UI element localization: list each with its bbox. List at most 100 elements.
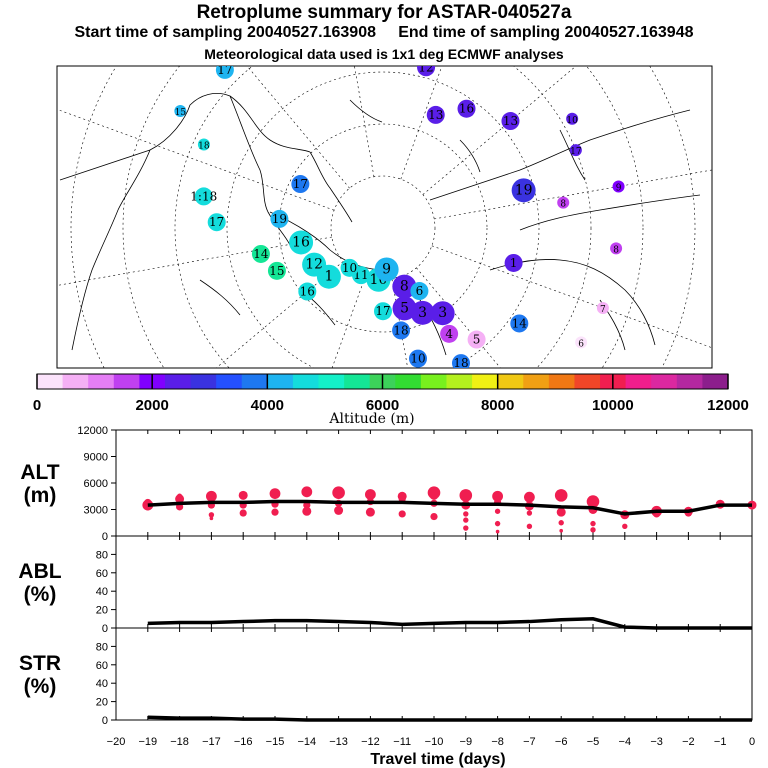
alt-point [365,489,376,500]
map-marker: 13 [426,105,445,124]
x-tick-label: −19 [138,736,157,748]
colorbar-swatch [446,374,473,389]
panel-ylabel: (m) [24,484,57,507]
map-marker: 17 [569,144,582,157]
x-tick-label: −3 [650,736,663,748]
map-marker-label: 3 [418,305,427,321]
map-marker: 4 [440,324,459,343]
map-marker: 17 [374,302,392,321]
map-marker-dot [298,282,317,301]
alt-point [269,488,281,499]
x-tick-label: −7 [523,736,536,748]
colorbar-swatch [164,374,192,389]
map-marker-label: 10 [410,352,425,366]
map-marker-label: 17 [375,304,390,318]
colorbar-swatch [625,374,652,389]
colorbar-tick-label: 0 [33,397,41,414]
map-marker-label: 1:18 [190,189,217,203]
alt-point [208,512,215,518]
map-marker-label: 8 [400,279,409,295]
x-tick-label: −9 [460,736,473,748]
map-marker: 5 [467,330,486,349]
map-marker-label: 12 [305,257,323,273]
map-marker-dot [410,282,429,301]
map-marker-dot [408,349,427,368]
colorbar-swatch [318,374,345,389]
map-marker-dot [430,301,455,326]
map-marker: 19 [270,209,289,228]
colorbar-swatch [37,374,64,389]
map-marker-label: 5 [473,333,481,347]
map-marker-label: 9 [616,183,622,193]
colorbar-swatch [702,374,729,389]
colorbar-swatch [676,374,703,389]
alt-point [526,523,533,529]
map-marker-label: 6 [578,339,584,349]
map-marker: 10 [340,258,359,277]
map-marker-label: 13 [503,114,518,128]
series-line [147,617,752,630]
map-marker-dot [457,99,476,118]
map-marker-dot [316,264,341,289]
map-marker-dot [557,196,570,209]
map-marker-dot [374,257,399,282]
map-marker-label: 14 [253,247,269,261]
map-marker-dot [340,258,359,277]
map-marker: 15 [267,261,286,280]
colorbar-swatch [292,374,320,389]
x-tick-label: −12 [361,736,380,748]
map-marker-label: 17 [209,215,224,229]
alt-point [398,510,406,518]
series-line [147,715,752,722]
latitude-circle [226,71,540,368]
map-marker-label: 16 [459,102,474,116]
y-tick-label: 6000 [84,478,108,490]
alt-point [492,490,503,502]
colorbar-swatch [651,374,678,389]
map-marker-label: 9 [382,261,391,277]
x-tick-label: 0 [749,736,755,748]
alt-point [238,490,248,500]
map-marker-dot [596,302,609,315]
map-marker-dot [440,324,459,343]
map-marker-label: 16 [300,285,315,299]
alt-point [463,517,469,523]
map-marker-label: 4 [445,327,453,341]
map-marker-label: 15 [175,108,187,118]
colorbar-tick-label: 10000 [592,397,634,414]
colorbar-swatch [497,374,524,389]
map-marker-dot [197,138,210,151]
map-marker-dot [426,105,445,124]
map-marker-label: 17 [570,147,582,157]
y-tick-label: 12000 [77,425,108,437]
alt-point [526,510,533,516]
y-tick-label: 20 [96,697,108,709]
alt-point [463,525,469,531]
map-marker-dot [392,321,411,340]
map-marker-label: 8 [613,245,619,255]
x-tick-label: −8 [491,736,504,748]
map-marker-label: 6 [416,284,424,298]
map-marker-dot [267,261,286,280]
panel-abl: 0 20 40 60 80 ABL(%) [18,535,753,635]
colorbar-swatch [574,374,601,389]
map-marker-dot [504,253,523,272]
colorbar-swatch [420,374,447,389]
latitude-circle [174,66,592,368]
map-marker-label: 14 [512,316,528,330]
y-tick-label: 20 [96,605,108,617]
map-marker: 17 [207,213,226,232]
map-marker-dot [289,230,314,255]
map-marker: 18 [197,138,210,151]
map-marker-dot [511,178,536,203]
x-tick-label: −18 [170,736,189,748]
map-marker-dot [510,314,529,333]
x-tick-label: −6 [555,736,568,748]
alt-point [554,489,568,502]
x-tick-label: −1 [714,736,727,748]
map-marker-label: 17 [293,177,308,191]
colorbar-tick-label: 2000 [135,397,168,414]
map-marker-dot [610,242,623,255]
colorbar-title: Altitude (m) [328,411,414,427]
map-marker: 14 [251,244,270,263]
